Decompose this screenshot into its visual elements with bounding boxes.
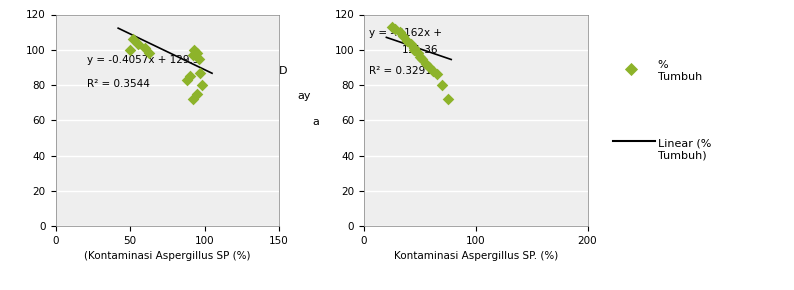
Point (414, 55, 426, 59)
Text: y = -.2162x +: y = -.2162x + (368, 28, 441, 38)
Text: R² = 0.3291: R² = 0.3291 (368, 66, 431, 76)
Point (408, 48, 421, 52)
Text: a: a (313, 117, 319, 126)
Point (124, 48, 137, 52)
Point (187, 97, 199, 101)
Point (195, 83, 208, 87)
Point (183, 74, 196, 79)
Point (131, 42, 144, 47)
Point (187, 53, 199, 57)
Text: Linear (%
Tumbuh): Linear (% Tumbuh) (658, 139, 711, 160)
Point (436, 83, 449, 87)
Point (192, 56, 205, 61)
Point (386, 25, 399, 29)
Text: 111.36: 111.36 (402, 45, 438, 55)
X-axis label: Kontaminasi Aspergillus SP. (%): Kontaminasi Aspergillus SP. (%) (394, 251, 558, 262)
Point (411, 51, 424, 56)
Point (422, 65, 435, 70)
Point (127, 37, 140, 41)
Text: ay: ay (297, 91, 310, 101)
Point (180, 77, 193, 82)
Point (143, 51, 156, 56)
Point (430, 72, 443, 77)
Point (394, 30, 407, 35)
Text: R² = 0.3544: R² = 0.3544 (87, 79, 150, 89)
Text: D: D (279, 66, 287, 76)
Point (191, 51, 203, 56)
Point (191, 92, 203, 96)
Point (416, 56, 429, 61)
Point (408, 46, 421, 50)
Point (188, 48, 201, 52)
Point (194, 70, 206, 75)
Point (397, 33, 410, 38)
X-axis label: (Kontaminasi Aspergillus SP (%): (Kontaminasi Aspergillus SP (%) (84, 251, 251, 262)
Point (400, 39, 413, 43)
Point (405, 42, 418, 47)
Point (427, 69, 440, 73)
Point (389, 26, 402, 31)
Text: y = -0.4057x + 129.3: y = -0.4057x + 129.3 (87, 55, 199, 65)
Point (419, 61, 432, 66)
Point (139, 46, 152, 50)
Text: % 
Tumbuh: % Tumbuh (658, 60, 703, 82)
Point (441, 97, 454, 101)
